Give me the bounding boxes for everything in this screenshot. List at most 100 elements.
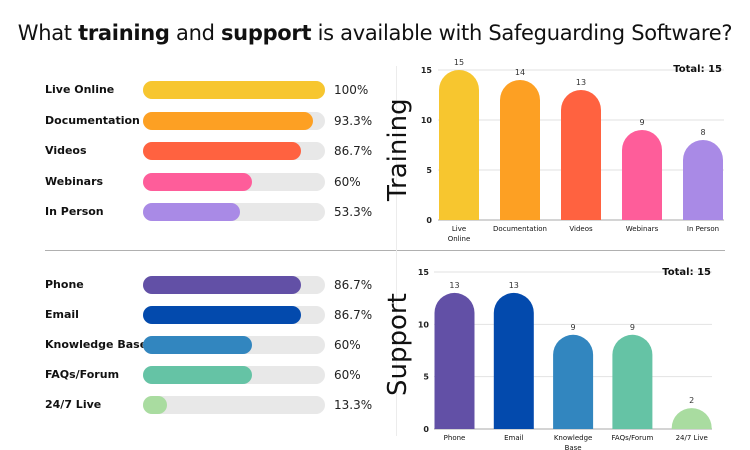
training-progress-label: Webinars xyxy=(45,175,104,188)
support-progress-track xyxy=(143,306,325,324)
support-chart-ytick-label: 5 xyxy=(423,373,429,382)
training-chart-data-label: 8 xyxy=(700,128,705,137)
training-progress-track xyxy=(143,142,325,160)
training-chart-data-label: 13 xyxy=(576,78,586,87)
training-chart-category-label: Webinars xyxy=(626,225,659,233)
support-chart-bar xyxy=(553,334,594,429)
section-divider xyxy=(45,250,725,251)
training-progress-value: 100% xyxy=(334,83,369,97)
training-chart-ytick-label: 10 xyxy=(421,116,433,125)
training-progress-value: 60% xyxy=(334,175,361,189)
support-progress-value: 13.3% xyxy=(334,398,373,412)
support-progress-row: FAQs/Forum 60% xyxy=(45,365,375,385)
support-chart-category-label: 24/7 Live xyxy=(676,434,708,442)
training-progress-track xyxy=(143,173,325,191)
training-progress-label: In Person xyxy=(45,205,104,218)
support-progress-track xyxy=(143,366,325,384)
training-progress-track xyxy=(143,112,325,130)
support-progress-fill xyxy=(143,366,253,384)
vertical-separator xyxy=(396,66,397,436)
training-progress-label: Videos xyxy=(45,144,87,157)
support-progress-row: Phone 86.7% xyxy=(45,275,375,295)
support-chart-category-label: Knowledge xyxy=(554,434,592,442)
support-progress-label: FAQs/Forum xyxy=(45,368,120,381)
title-mid: and xyxy=(169,21,221,45)
training-progress-value: 93.3% xyxy=(334,114,373,128)
support-chart-category-label: Email xyxy=(504,434,523,442)
training-chart-ytick-label: 0 xyxy=(426,216,432,225)
support-chart-data-label: 9 xyxy=(630,323,635,332)
training-progress-row: In Person 53.3% xyxy=(45,202,375,222)
support-progress-fill xyxy=(143,276,301,294)
support-progress-value: 86.7% xyxy=(334,278,373,292)
training-chart-data-label: 15 xyxy=(454,58,464,67)
support-progress-label: Email xyxy=(45,308,79,321)
support-chart-bar xyxy=(612,334,653,429)
support-progress-track xyxy=(143,336,325,354)
training-chart-category-label: Documentation xyxy=(493,225,547,233)
training-progress-row: Videos 86.7% xyxy=(45,141,375,161)
training-progress-label: Documentation xyxy=(45,114,140,127)
training-chart-data-label: 9 xyxy=(639,118,644,127)
training-chart-bar xyxy=(500,80,540,220)
title-bold-support: support xyxy=(220,21,312,45)
support-chart-category-label: FAQs/Forum xyxy=(612,434,654,442)
page-title: What training and support is available w… xyxy=(0,20,750,46)
title-bold-training: training xyxy=(78,21,170,45)
training-progress-fill xyxy=(143,173,253,191)
training-progress-row: Webinars 60% xyxy=(45,172,375,192)
training-progress-track xyxy=(143,203,325,221)
support-progress-value: 60% xyxy=(334,368,361,382)
support-chart-ytick-label: 10 xyxy=(418,320,430,329)
training-progress-fill xyxy=(143,142,301,160)
training-chart-ytick-label: 5 xyxy=(426,166,432,175)
training-chart-category-label: Videos xyxy=(569,225,593,233)
support-chart-ytick-label: 15 xyxy=(418,268,430,277)
title-prefix: What xyxy=(17,21,79,45)
support-progress-row: Email 86.7% xyxy=(45,305,375,325)
training-chart-bar xyxy=(439,70,479,220)
training-chart-ytick-label: 15 xyxy=(421,66,433,75)
support-progress-fill xyxy=(143,336,253,354)
training-chart-bar xyxy=(622,130,662,220)
support-chart-bar xyxy=(434,292,475,429)
training-progress-fill xyxy=(143,203,240,221)
training-chart-category-label: Live xyxy=(452,225,466,233)
support-chart-bar xyxy=(493,292,534,429)
support-chart-ytick-label: 0 xyxy=(423,425,429,434)
support-progress-row: Knowledge Base 60% xyxy=(45,335,375,355)
support-chart-category-label: Phone xyxy=(444,434,466,442)
support-chart-category-label: Base xyxy=(565,444,582,450)
training-progress-value: 86.7% xyxy=(334,144,373,158)
support-chart-data-label: 9 xyxy=(571,323,576,332)
support-progress-label: 24/7 Live xyxy=(45,398,102,411)
support-chart-data-label: 13 xyxy=(509,281,519,290)
training-progress-fill xyxy=(143,112,313,130)
support-progress-value: 86.7% xyxy=(334,308,373,322)
support-progress-fill xyxy=(143,306,301,324)
training-chart-bar xyxy=(561,90,601,220)
training-progress-row: Live Online 100% xyxy=(45,80,375,100)
training-progress-value: 53.3% xyxy=(334,205,373,219)
support-progress-label: Phone xyxy=(45,278,84,291)
training-chart-category-label: Online xyxy=(448,235,471,243)
title-suffix: is available with Safeguarding Software? xyxy=(311,21,733,45)
support-progress-fill xyxy=(143,396,168,414)
training-chart-total-annotation: Total: 15 xyxy=(673,64,722,75)
support-chart-total-annotation: Total: 15 xyxy=(662,267,711,278)
training-progress-row: Documentation 93.3% xyxy=(45,111,375,131)
support-chart-bar xyxy=(671,408,712,429)
training-progress-fill xyxy=(143,81,325,99)
support-progress-row: 24/7 Live 13.3% xyxy=(45,395,375,415)
training-progress-track xyxy=(143,81,325,99)
training-progress-label: Live Online xyxy=(45,83,115,96)
training-chart-bar xyxy=(683,140,723,220)
support-progress-value: 60% xyxy=(334,338,361,352)
support-progress-track xyxy=(143,276,325,294)
support-chart-data-label: 13 xyxy=(449,281,459,290)
support-chart-data-label: 2 xyxy=(689,396,694,405)
training-chart-data-label: 14 xyxy=(515,68,525,77)
support-progress-track xyxy=(143,396,325,414)
training-chart-category-label: In Person xyxy=(687,225,719,233)
